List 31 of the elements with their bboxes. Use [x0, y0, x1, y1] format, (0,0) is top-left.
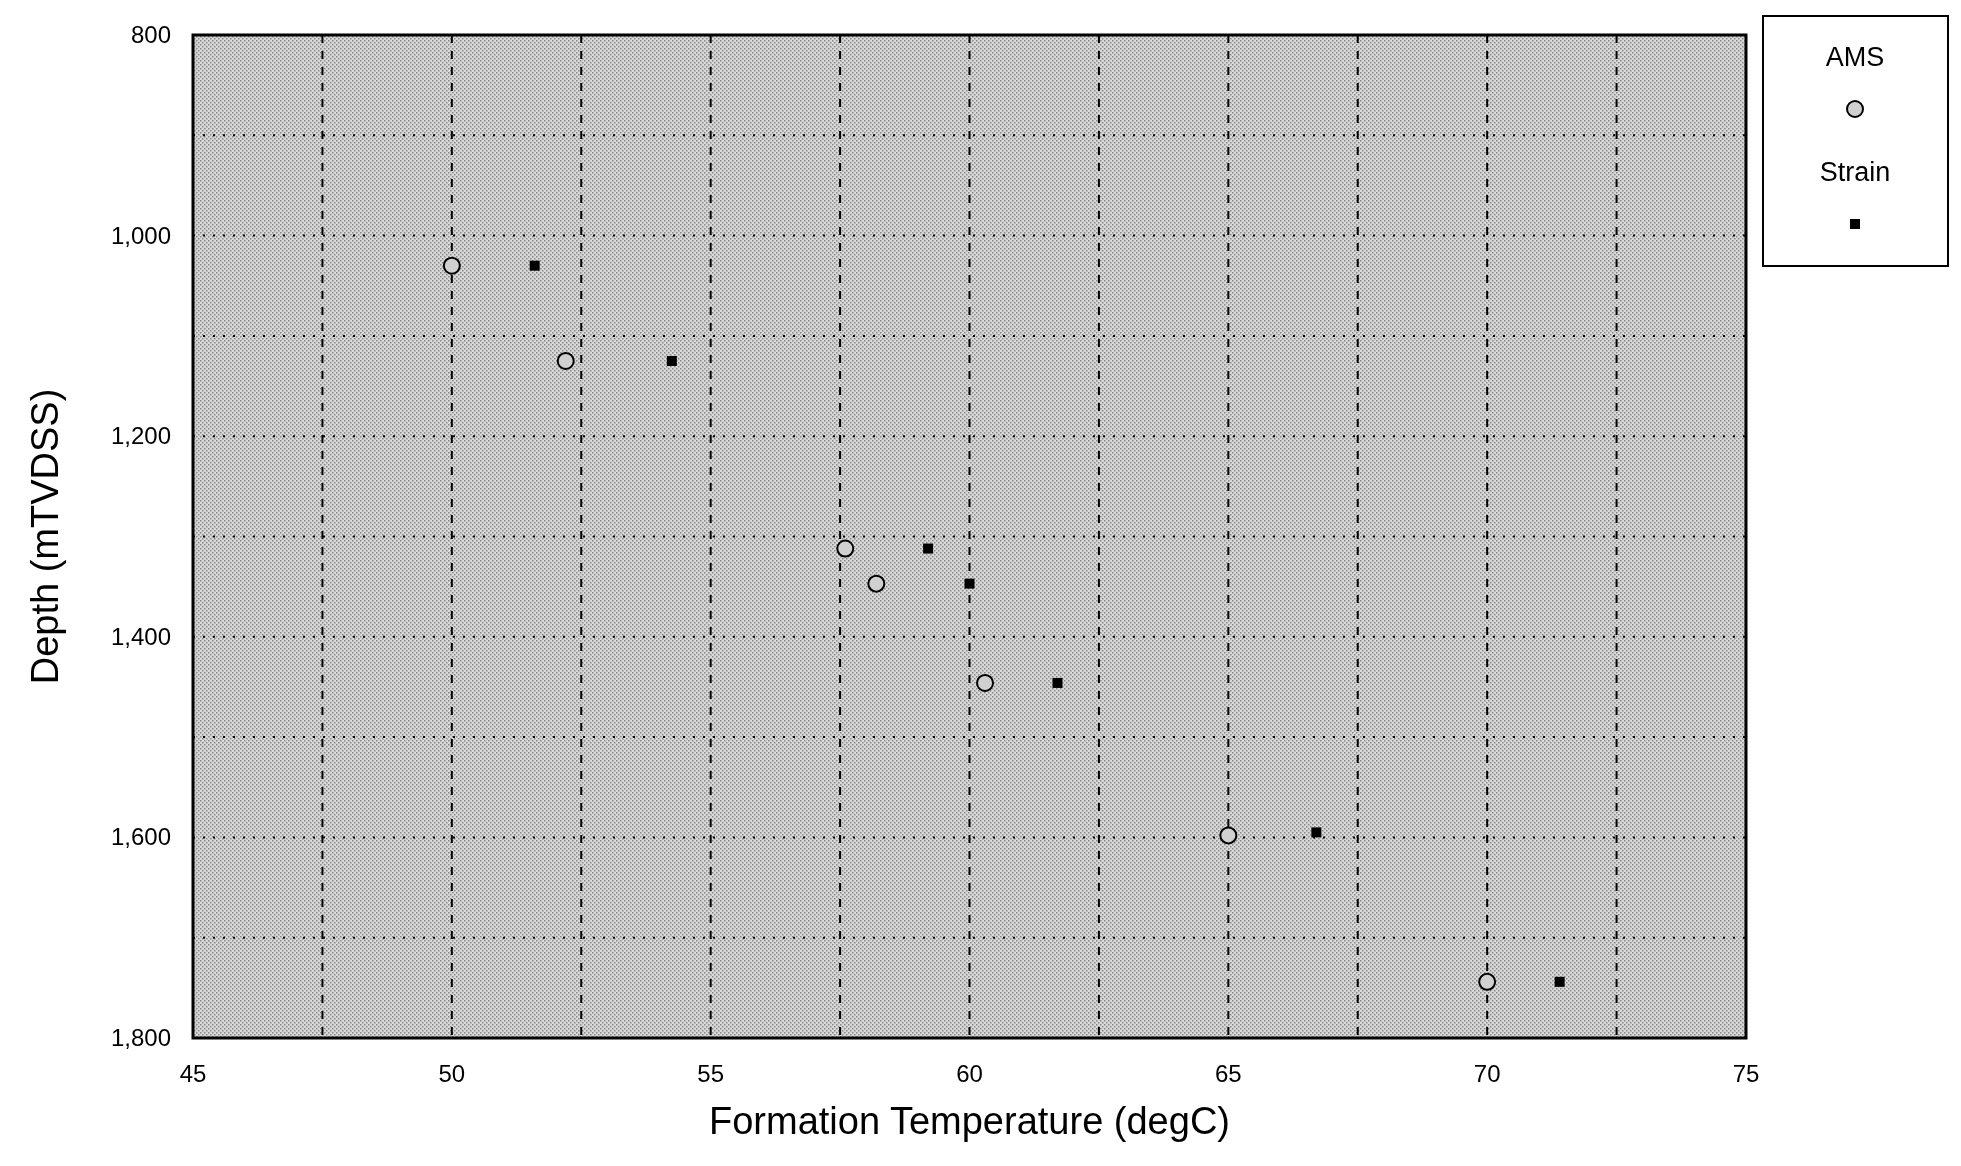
x-tick-label: 55	[697, 1060, 725, 1087]
point	[556, 351, 575, 370]
x-tick-label: 60	[956, 1060, 983, 1087]
point	[1311, 827, 1322, 838]
y-tick-label: 1,400	[110, 622, 171, 650]
point	[836, 539, 855, 558]
y-axis-title: Depth (mTVDSS)	[24, 388, 66, 685]
y-tick-label: 1,800	[110, 1024, 171, 1051]
x-axis-title: Formation Temperature (degC)	[709, 1100, 1230, 1142]
point	[1478, 972, 1497, 991]
point	[1554, 976, 1565, 987]
point	[1052, 677, 1063, 688]
point	[976, 673, 995, 692]
point	[923, 543, 934, 554]
y-tick-label: 1,200	[110, 422, 171, 450]
x-tick-label: 45	[179, 1060, 207, 1087]
y-tick-label: 1,000	[110, 221, 171, 249]
x-tick-label: 70	[1473, 1060, 1501, 1087]
point	[867, 574, 886, 593]
y-tick-label: 1,600	[110, 823, 171, 851]
y-tick-label: 800	[130, 21, 171, 48]
point	[442, 256, 461, 275]
x-tick-label: 65	[1214, 1060, 1242, 1087]
point	[529, 260, 540, 271]
point	[666, 355, 677, 366]
point	[1219, 826, 1238, 845]
point	[964, 578, 975, 589]
x-tick-label: 75	[1732, 1060, 1760, 1087]
x-tick-label: 50	[438, 1060, 466, 1087]
text: Strain	[1819, 157, 1891, 187]
text: AMS	[1825, 42, 1885, 72]
